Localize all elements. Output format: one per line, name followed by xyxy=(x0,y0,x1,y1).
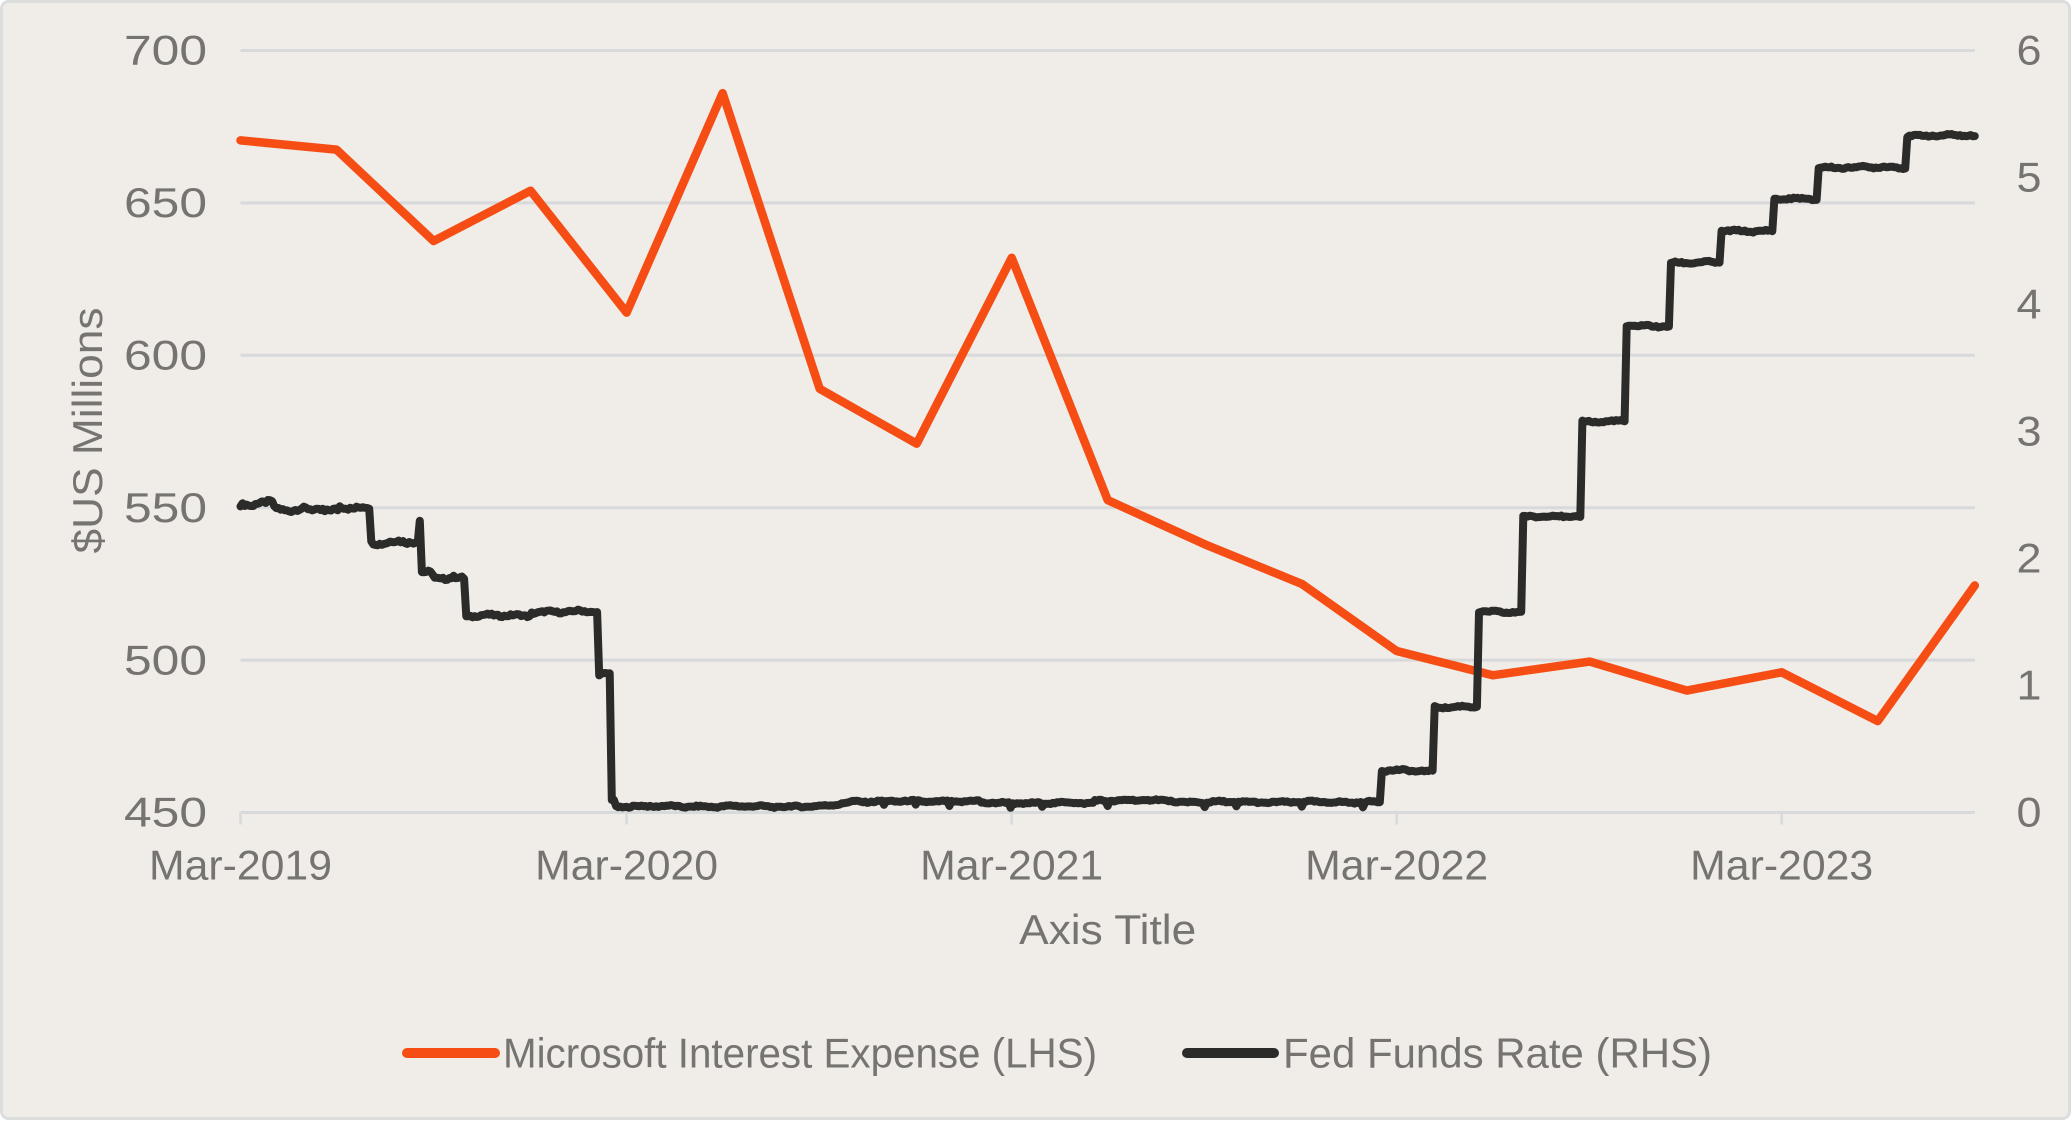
svg-text:4: 4 xyxy=(2017,281,2042,328)
svg-text:6: 6 xyxy=(2017,27,2042,74)
svg-text:550: 550 xyxy=(124,484,207,531)
svg-text:1: 1 xyxy=(2017,662,2042,709)
svg-text:600: 600 xyxy=(124,332,207,379)
svg-text:Mar-2020: Mar-2020 xyxy=(535,842,718,889)
svg-text:Mar-2019: Mar-2019 xyxy=(149,842,332,889)
svg-text:Fed Funds Rate (RHS): Fed Funds Rate (RHS) xyxy=(1283,1030,1712,1077)
svg-text:450: 450 xyxy=(124,789,207,836)
svg-text:Mar-2021: Mar-2021 xyxy=(920,842,1103,889)
svg-text:Mar-2022: Mar-2022 xyxy=(1305,842,1488,889)
svg-text:2: 2 xyxy=(2017,535,2042,582)
svg-text:500: 500 xyxy=(124,636,207,683)
svg-text:Mar-2023: Mar-2023 xyxy=(1690,842,1873,889)
svg-text:5: 5 xyxy=(2017,154,2042,201)
svg-text:Axis Title: Axis Title xyxy=(1019,906,1196,953)
svg-text:3: 3 xyxy=(2017,408,2042,455)
svg-text:$US Millions: $US Millions xyxy=(64,308,111,554)
svg-text:0: 0 xyxy=(2017,789,2042,836)
svg-text:700: 700 xyxy=(124,27,207,74)
svg-text:Microsoft Interest Expense (LH: Microsoft Interest Expense (LHS) xyxy=(503,1030,1097,1077)
svg-text:650: 650 xyxy=(124,179,207,226)
